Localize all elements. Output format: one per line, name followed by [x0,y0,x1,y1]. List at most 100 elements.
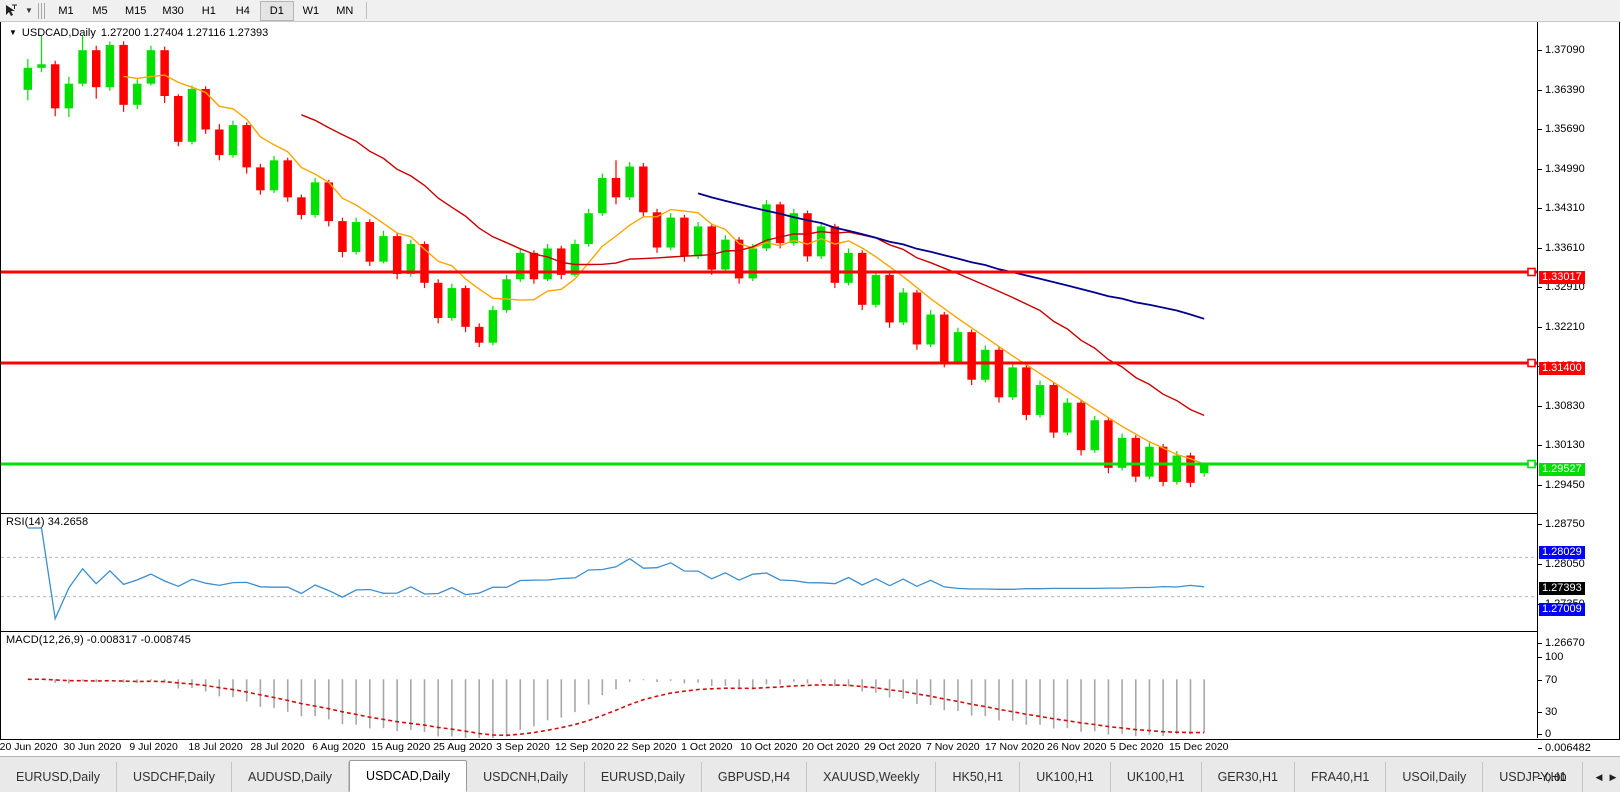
date-tick-label: 18 Jul 2020 [188,741,243,753]
date-tick-label: 12 Sep 2020 [554,741,615,753]
timeframe-button-h4[interactable]: H4 [235,4,250,17]
toolbar-grip[interactable] [38,2,45,19]
date-tick-label: 15 Aug 2020 [371,741,431,753]
timeframe-button-m5[interactable]: M5 [92,4,108,17]
chart-tab-13[interactable]: USOil,Daily [1386,762,1484,792]
candlestick [625,162,634,200]
candlestick [899,288,908,326]
candlestick [187,85,197,145]
level-handle-support-1[interactable] [1527,459,1536,469]
level-handle-resistance-1[interactable] [1527,267,1536,277]
chart-tab-1[interactable]: USDCHF,Daily [117,762,232,792]
price-level-badge[interactable]: 1.33017 [1539,271,1585,284]
chart-tab-15[interactable]: DJ30,Daily [1583,762,1592,792]
candlestick-plot [1,36,1537,488]
candlestick [91,45,101,99]
timeframe-button-m1[interactable]: M1 [58,4,74,17]
price-tick: 1.32910 [1538,282,1585,293]
price-tick: 1.28050 [1538,559,1585,570]
macd-pane[interactable]: MACD(12,26,9) -0.008317 -0.008745 [1,631,1619,738]
candlestick [1172,451,1182,485]
price-level-badge[interactable]: 1.27393 [1539,582,1585,595]
macd-indicator-label: MACD(12,26,9) -0.008317 -0.008745 [6,634,191,646]
price-pane[interactable] [1,22,1619,511]
indicator-tick: 0.006482 [1538,743,1591,754]
chart-tab-strip: EURUSD,Daily USDCHF,Daily AUDUSD,Daily USDC… [0,756,1592,792]
candlestick [23,59,33,101]
candlestick [611,160,621,205]
candlestick [967,329,976,386]
timeframe-button-h1[interactable]: H1 [201,4,216,17]
indicator-tick: 100 [1538,652,1563,663]
crosshair-cursor-icon[interactable] [0,1,22,21]
rsi-pane[interactable]: RSI(14) 34.2658 [1,513,1619,629]
price-level-badge[interactable]: 1.29527 [1539,463,1585,476]
chart-tab-4[interactable]: USDCNH,Daily [467,762,585,792]
candlestick [666,213,675,251]
price-level-badge[interactable]: 1.27009 [1539,603,1585,616]
rsi-plot [1,527,1537,622]
chevron-down-icon[interactable]: ▼ [25,6,33,15]
price-tick: 1.28750 [1538,519,1585,530]
candlestick [146,45,156,86]
date-tick-label: 20 Oct 2020 [802,741,860,753]
chevron-left-icon[interactable]: ◀ [1595,771,1603,782]
chart-tab-8[interactable]: HK50,H1 [936,762,1021,792]
candlestick [201,86,210,134]
date-tick-label: 29 Oct 2020 [864,741,922,753]
timeframe-button-d1[interactable]: D1 [259,0,294,21]
chart-tab-12[interactable]: FRA40,H1 [1295,762,1387,792]
chart-tab-5[interactable]: EURUSD,Daily [585,762,702,792]
candlestick [351,217,361,255]
candlestick [570,239,580,277]
candlestick [748,244,758,282]
chart-tab-11[interactable]: GER30,H1 [1202,762,1296,792]
candlestick [598,173,607,216]
price-tick: 1.33610 [1538,243,1585,254]
chart-tab-3[interactable]: USDCAD,Daily [349,760,468,792]
candlestick [1035,380,1045,418]
candlestick [379,230,388,264]
date-axis: 20 Jun 2020 30 Jun 2020 9 Jul 2020 18 Jul 2… [0,740,1620,756]
price-level-badge[interactable]: 1.28029 [1539,546,1585,559]
candlestick [283,157,292,202]
chart-tab-9[interactable]: UK100,H1 [1020,762,1111,792]
chevron-down-icon[interactable]: ▼ [9,28,17,37]
candlestick [447,283,457,321]
timeframe-button-m15[interactable]: M15 [125,4,147,17]
timeframe-button-mn[interactable]: MN [336,4,354,17]
chart-tab-10[interactable]: UK100,H1 [1111,762,1202,792]
chart-tab-14[interactable]: USDJPY,H1 [1483,762,1584,792]
chart-tab-0[interactable]: EURUSD,Daily [0,762,118,792]
candlestick [1145,442,1154,480]
candlestick [1008,362,1017,400]
price-tick: 1.32210 [1538,322,1585,333]
date-tick-label: 5 Dec 2020 [1109,741,1164,753]
timeframe-button-w1[interactable]: W1 [302,4,320,17]
candlestick [816,222,826,260]
candlestick [789,208,799,246]
chart-tab-6[interactable]: GBPUSD,H4 [702,762,808,792]
candlestick [871,270,881,308]
chart-tab-7[interactable]: XAUUSD,Weekly [807,762,937,792]
candlestick [406,239,416,277]
price-level-badge[interactable]: 1.31400 [1539,362,1585,375]
date-tick-label: 28 Jul 2020 [250,741,305,753]
indicator-tick: 70 [1538,675,1557,686]
candlestick [324,179,333,227]
candlestick [830,223,840,289]
level-handle-resistance-2[interactable] [1527,358,1536,368]
price-scale-axis[interactable]: 1.37090 1.36390 1.35690 1.34990 1.34310 1.336… [1537,22,1619,784]
candlestick [105,41,115,91]
candlestick [215,124,224,161]
date-tick-label: 15 Dec 2020 [1168,741,1229,753]
timeframe-button-m30[interactable]: M30 [162,4,184,17]
chart-area[interactable]: ▼ USDCAD,Daily 1.27200 1.27404 1.27116 1… [0,22,1620,784]
candlestick [297,194,306,220]
date-tick-label: 1 Oct 2020 [681,741,733,753]
chevron-right-icon[interactable]: ▶ [1609,771,1617,782]
date-tick-label: 17 Nov 2020 [984,741,1045,753]
chart-tab-2[interactable]: AUDUSD,Daily [232,762,350,792]
candlestick [680,214,689,262]
